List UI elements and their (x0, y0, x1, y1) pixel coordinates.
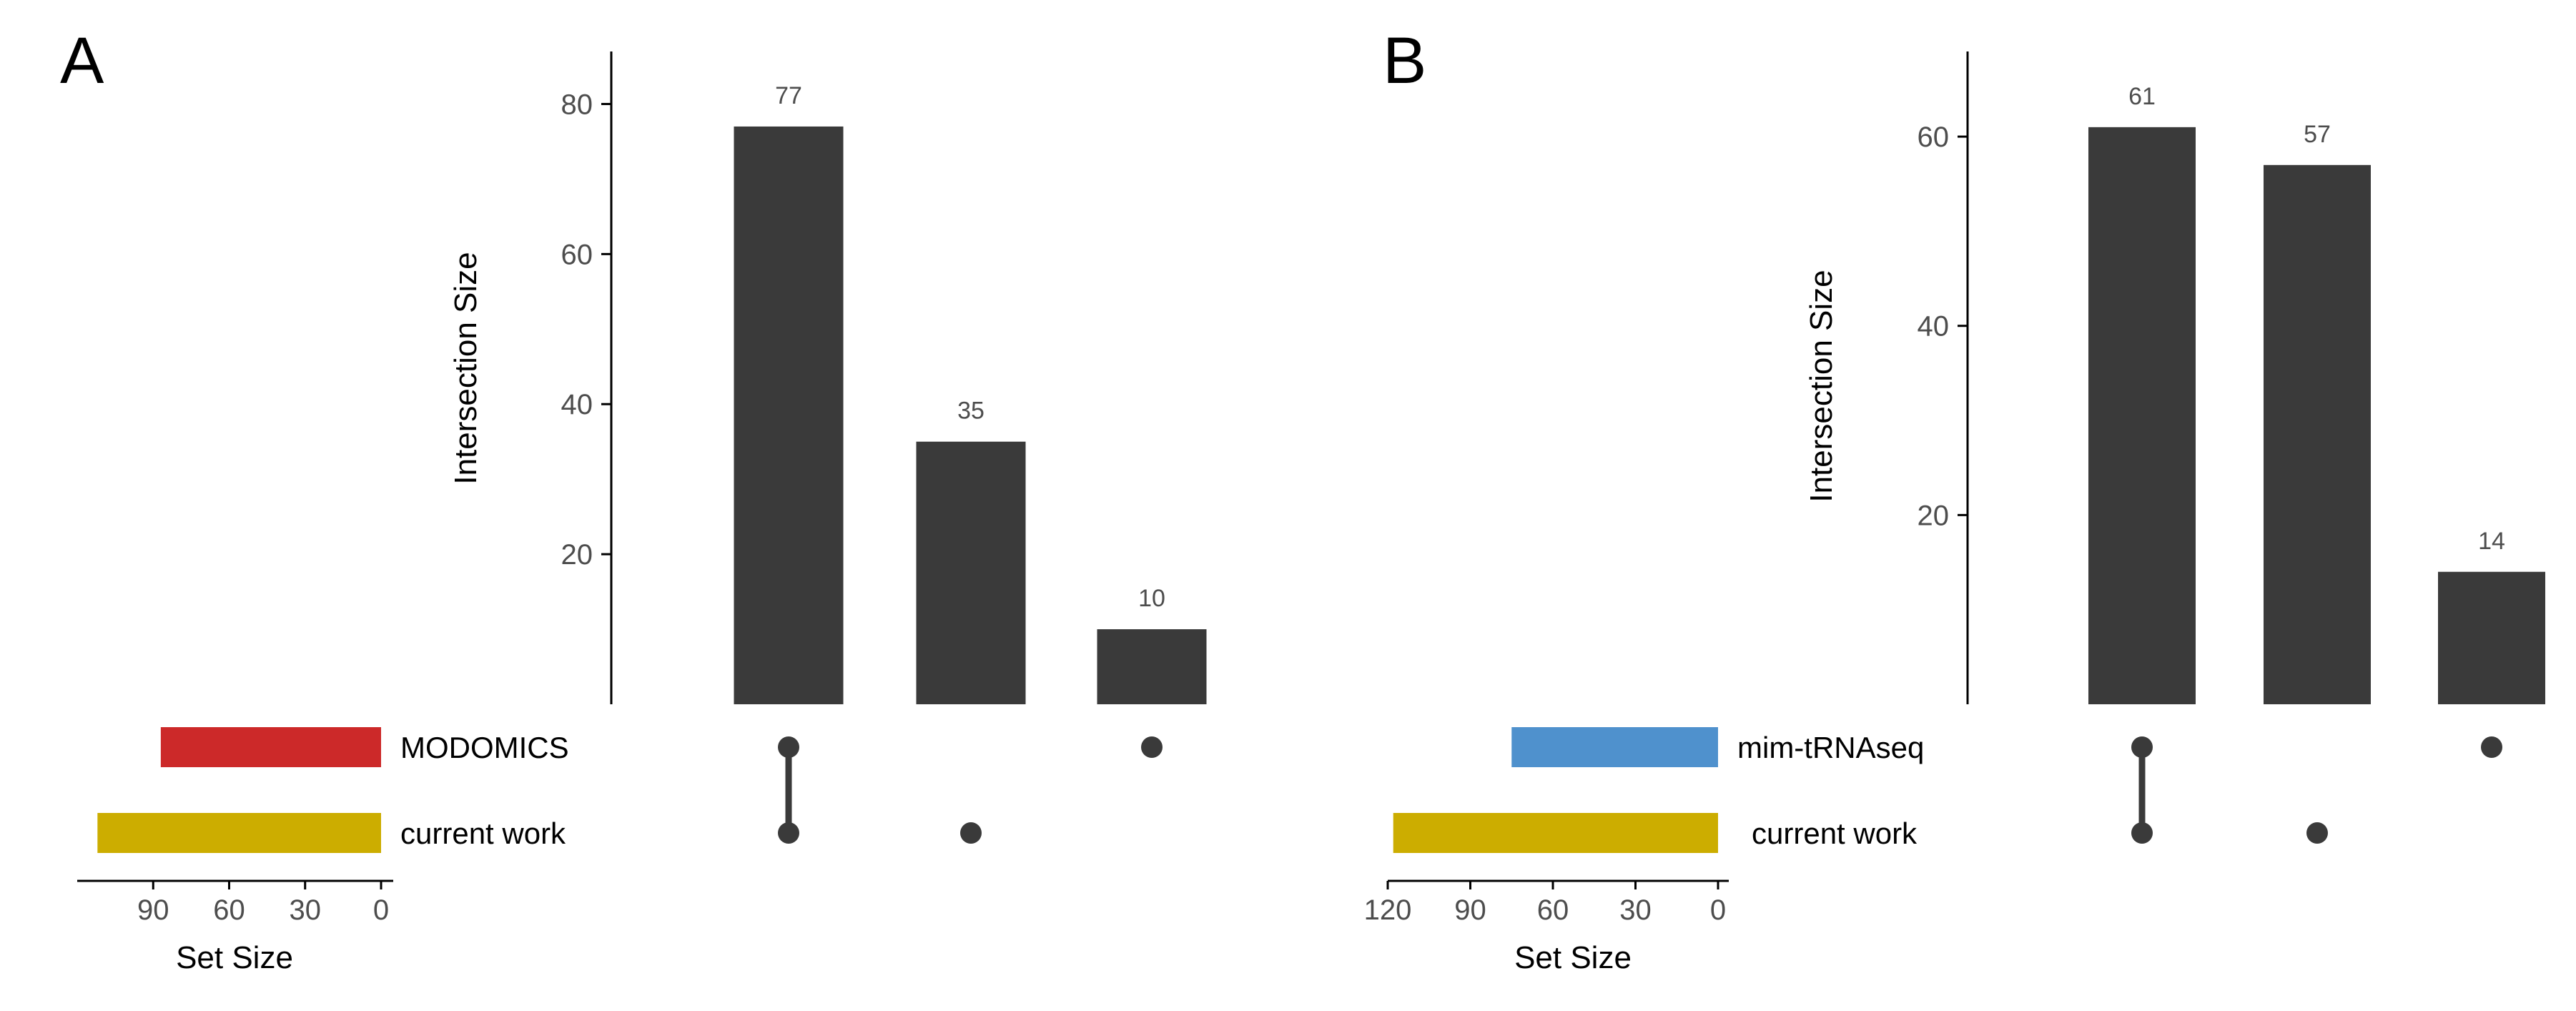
set-size-bar (97, 813, 382, 853)
set-size-tick-label: 0 (1710, 894, 1726, 926)
set-size-tick-label: 120 (1364, 894, 1412, 926)
intersection-bar (734, 126, 844, 705)
y-tick-label: 20 (1918, 500, 1950, 531)
intersection-bar (2264, 164, 2371, 705)
set-size-tick-label: 30 (290, 894, 322, 926)
matrix-dot (2481, 736, 2502, 758)
panel-label: B (1383, 24, 1426, 97)
bar-value-label: 57 (2304, 121, 2331, 148)
bar-value-label: 10 (1138, 585, 1165, 612)
y-axis-title: Intersection Size (1804, 270, 1839, 502)
set-size-tick-label: 90 (137, 894, 169, 926)
y-tick-label: 60 (561, 239, 593, 270)
bar-value-label: 35 (957, 398, 984, 425)
set-size-tick-label: 90 (1454, 894, 1486, 926)
intersection-bar (1097, 629, 1207, 704)
bar-value-label: 61 (2128, 83, 2156, 110)
set-size-axis-title: Set Size (176, 940, 293, 975)
set-size-tick-label: 60 (213, 894, 245, 926)
set-label-modomics: MODOMICS (400, 731, 569, 764)
matrix-dot (778, 822, 799, 844)
matrix-dot (778, 736, 799, 758)
bar-value-label: 14 (2478, 528, 2505, 555)
matrix-dot (2306, 822, 2328, 844)
y-tick-label: 80 (561, 89, 593, 120)
set-size-bar (1393, 813, 1718, 853)
y-tick-label: 40 (1918, 311, 1950, 342)
set-size-bar (1511, 727, 1718, 767)
set-size-tick-label: 60 (1537, 894, 1569, 926)
set-size-bar (160, 727, 381, 767)
y-tick-label: 40 (561, 389, 593, 420)
set-size-tick-label: 0 (373, 894, 389, 926)
y-tick-label: 20 (561, 539, 593, 571)
bar-value-label: 77 (775, 82, 802, 109)
y-tick-label: 60 (1918, 122, 1950, 153)
set-size-axis-title: Set Size (1514, 940, 1632, 975)
intersection-bar (2438, 571, 2545, 704)
set-label-current-work: current work (400, 817, 566, 850)
matrix-dot (1141, 736, 1163, 758)
panel-label: A (60, 24, 104, 97)
intersection-bar (916, 441, 1026, 704)
intersection-bar (2088, 127, 2196, 704)
upset-panel-b: B Intersection Size Set Size mim-tRNAseq… (1364, 24, 2545, 975)
upset-panel-a: A Intersection Size Set Size MODOMICS cu… (60, 24, 1207, 975)
set-size-tick-label: 30 (1619, 894, 1652, 926)
matrix-dot (960, 822, 982, 844)
set-label-mim-trnaseq: mim-tRNAseq (1737, 731, 1924, 764)
matrix-dot (2131, 736, 2153, 758)
set-label-current-work: current work (1752, 817, 1918, 850)
matrix-dot (2131, 822, 2153, 844)
y-axis-title: Intersection Size (448, 252, 483, 484)
